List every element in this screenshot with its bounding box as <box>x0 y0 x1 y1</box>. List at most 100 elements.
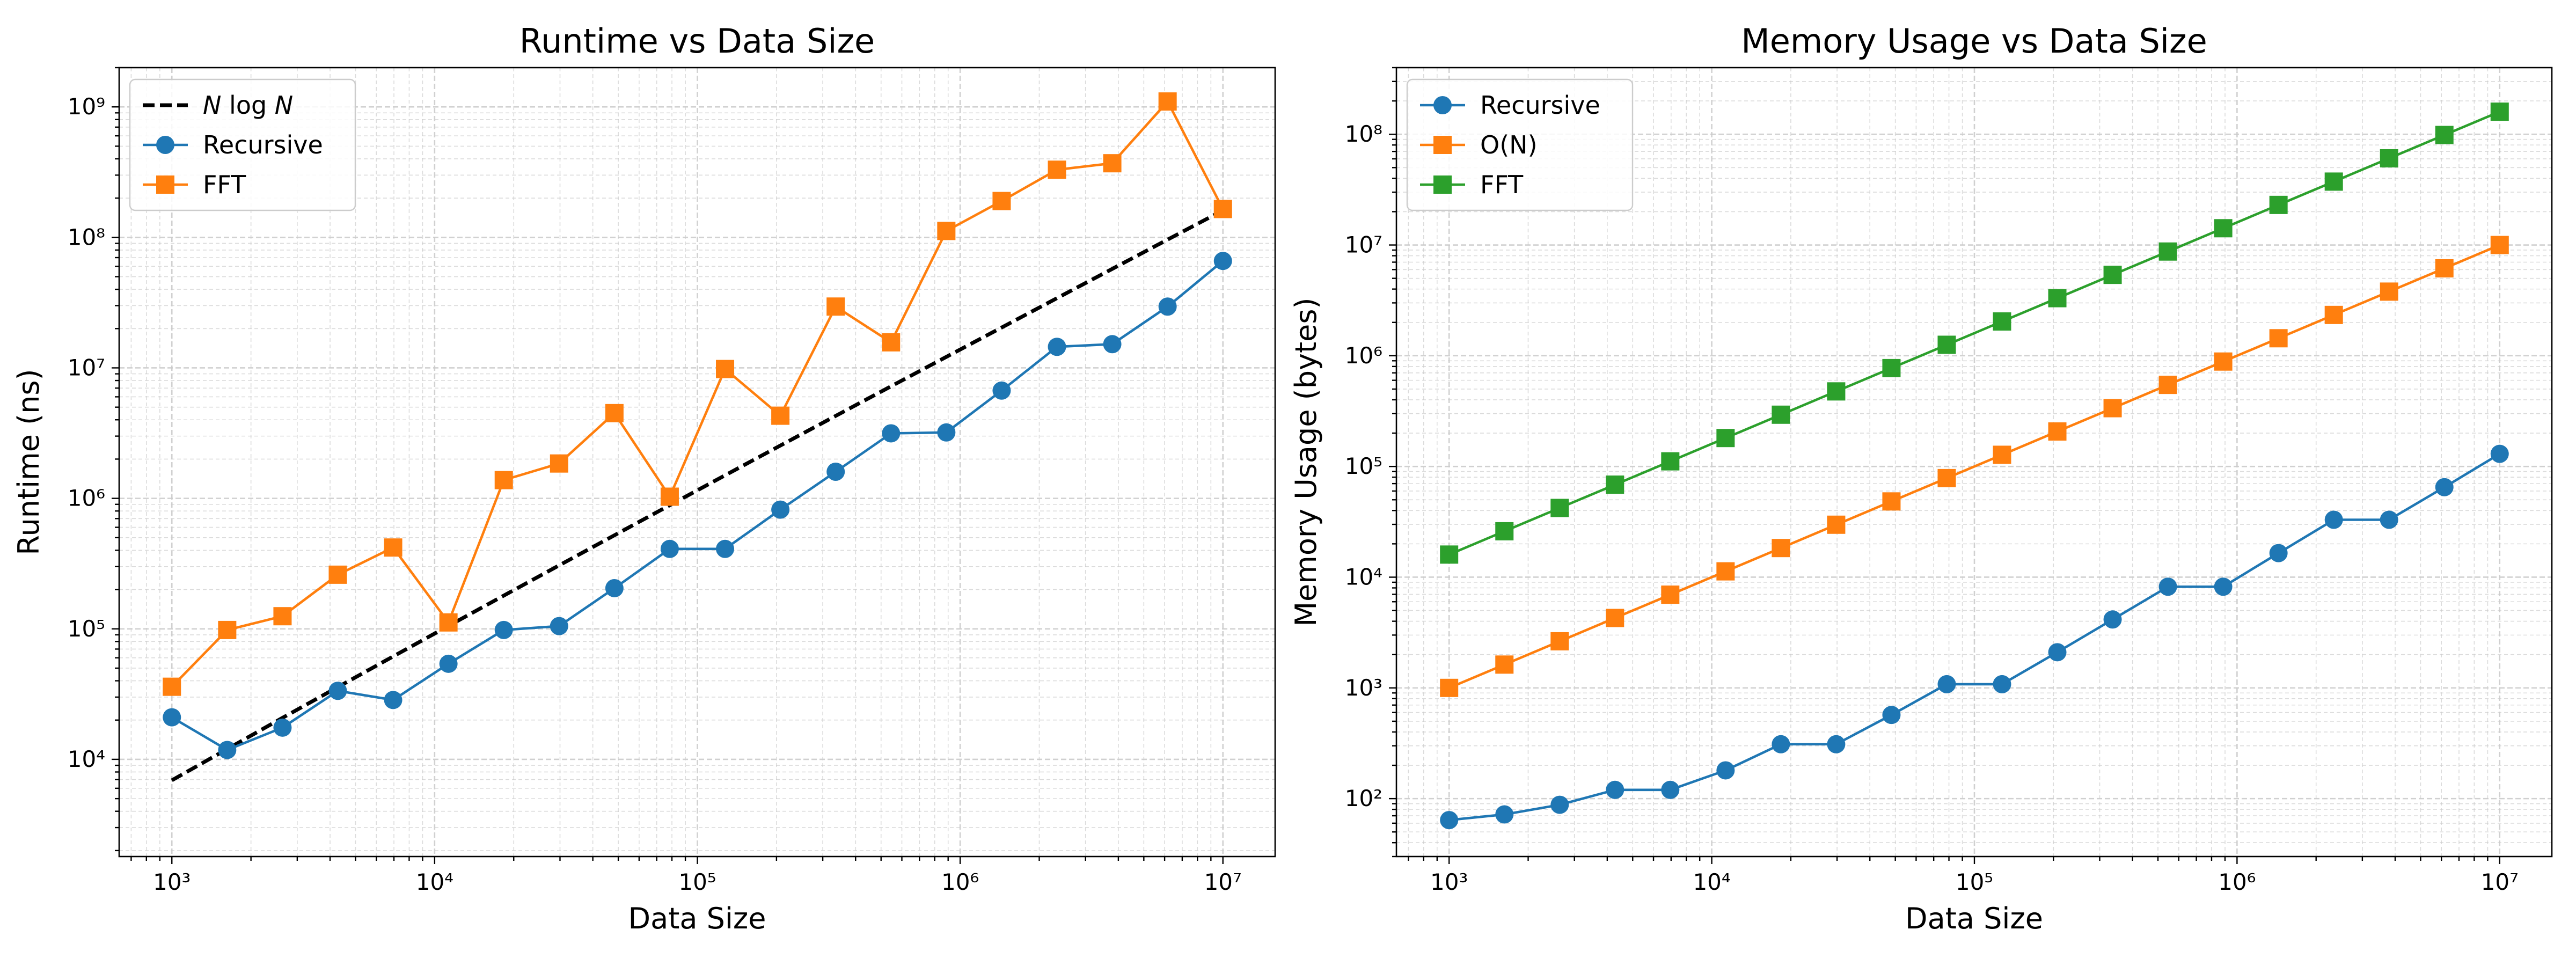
series-n-log-n <box>171 209 1224 782</box>
data-point: 6158482, 6158482 <box>2435 259 2454 277</box>
x-tick-label: 10⁵ <box>678 869 716 895</box>
data-point: 127427, 127427 <box>1993 445 2011 464</box>
data-point: 545559, 8728944 <box>2158 242 2177 261</box>
series-line <box>171 209 1224 782</box>
data-point: 1000, 21000 <box>163 708 181 727</box>
data-point: 127427, 1080 <box>1993 675 2011 693</box>
legend: N log N Recursive FFT <box>129 78 356 211</box>
data-point: 48329, 205000 <box>605 579 624 597</box>
legend-item: O(N) <box>1420 130 1538 159</box>
y-tick-label: 10⁷ <box>68 354 105 380</box>
series-line <box>1448 244 2500 689</box>
data-point: 2335721, 330000000 <box>1048 160 1066 179</box>
data-point: 885867, 112000000 <box>937 222 956 240</box>
legend-marker <box>1433 175 1452 194</box>
axes-frame <box>1395 67 2553 858</box>
data-point: 545559, 3150000 <box>882 424 901 443</box>
x-axis-label: Data Size <box>1905 902 2043 935</box>
data-point: 1624, 25984 <box>1495 522 1514 540</box>
data-point: 6158482, 65000 <box>2435 478 2454 496</box>
data-point: 10000000, 10000000 <box>2490 236 2509 254</box>
data-point: 78476, 1030000 <box>660 487 679 506</box>
data-point: 18330, 293280 <box>1772 405 1790 424</box>
legend-label: N log N <box>203 91 293 120</box>
data-point: 48329, 48329 <box>1882 492 1901 511</box>
data-point: 2637, 88 <box>1550 795 1569 814</box>
data-point: 6158482, 29500000 <box>1158 297 1177 316</box>
data-point: 48329, 773264 <box>1882 358 1901 377</box>
legend-label: Recursive <box>1480 91 1600 120</box>
y-tick-label: 10⁴ <box>68 746 105 772</box>
data-point: 6952, 420000 <box>384 538 402 557</box>
legend-label: Recursive <box>203 130 323 159</box>
data-point: 3792690, 60683040 <box>2380 149 2398 167</box>
data-point: 127427, 410000 <box>716 539 735 558</box>
data-point: 206914, 820000 <box>771 500 790 519</box>
data-point: 2335721, 14500000 <box>1048 338 1066 356</box>
x-tick-label: 10⁷ <box>2481 869 2519 895</box>
data-point: 2637, 2637 <box>1550 632 1569 650</box>
legend-item: FFT <box>1420 170 1524 199</box>
y-tick-label: 10⁵ <box>1345 453 1382 479</box>
data-point: 2637, 17500 <box>273 718 292 737</box>
data-point: 545559, 545559 <box>2158 376 2177 394</box>
legend-label: O(N) <box>1480 130 1538 159</box>
legend-marker <box>156 136 174 154</box>
data-point: 18330, 310 <box>1772 735 1790 753</box>
series-line <box>1448 110 2500 556</box>
data-point: 11288, 54000 <box>439 654 458 673</box>
y-tick-label: 10² <box>1345 785 1382 811</box>
data-point: 18330, 98000 <box>494 620 513 639</box>
data-point: 1438450, 6700000 <box>992 381 1011 400</box>
data-point: 3792690, 15200000 <box>1103 335 1122 354</box>
data-point: 48329, 4500000 <box>605 404 624 422</box>
data-point: 2637, 125000 <box>273 607 292 626</box>
series-line <box>171 260 1224 751</box>
data-point: 1000, 1000 <box>1440 678 1459 697</box>
y-axis-label: Runtime (ns) <box>12 369 46 555</box>
data-point: 4281, 33500 <box>328 682 347 700</box>
data-point: 2335721, 37371536 <box>2324 172 2343 191</box>
data-point: 29764, 105000 <box>550 617 568 635</box>
data-point: 335982, 29500000 <box>826 297 845 316</box>
data-point: 1624, 11800 <box>218 741 237 759</box>
x-tick-label: 10³ <box>153 869 191 895</box>
y-axis-label: Memory Usage (bytes) <box>1289 297 1323 626</box>
y-tick-label: 10⁵ <box>68 616 105 642</box>
data-point: 1624, 98000 <box>218 620 237 639</box>
data-point: 11288, 180 <box>1716 761 1735 780</box>
memory-chart: 10³ 10⁴ 10⁵ 10⁶ 10⁷ 10² 10³ 10⁴ 10⁵ 10⁶ 10⁷ 10⁸ 1000… <box>1289 21 2553 935</box>
data-point: 885867, 885867 <box>2214 352 2233 371</box>
data-point: 335982, 5375712 <box>2103 266 2122 284</box>
legend-box <box>129 78 356 211</box>
data-point: 78476, 410000 <box>660 539 679 558</box>
data-point: 3792690, 33000 <box>2380 510 2398 529</box>
data-point: 3792690, 3792690 <box>2380 282 2398 301</box>
data-point: 885867, 8200 <box>2214 577 2233 596</box>
data-point: 885867, 3200000 <box>937 423 956 442</box>
data-point: 78476, 1255616 <box>1937 335 1956 354</box>
data-point: 1438450, 1438450 <box>2269 329 2288 348</box>
legend-item: Recursive <box>1420 91 1600 120</box>
data-point: 1000, 64 <box>1440 811 1459 830</box>
data-point: 10000000, 66000000 <box>1213 252 1232 270</box>
data-point: 545559, 8200 <box>2158 577 2177 596</box>
series-line <box>1448 452 2500 822</box>
data-point: 10000000, 165000000 <box>1213 200 1232 218</box>
data-point: 18330, 1380000 <box>494 471 513 489</box>
chart-title: Runtime vs Data Size <box>519 21 875 61</box>
data-point: 78476, 78476 <box>1937 469 1956 487</box>
legend-marker <box>1433 136 1452 154</box>
runtime-chart: 10³ 10⁴ 10⁵ 10⁶ 10⁷ 10⁴ 10⁵ 10⁶ 10⁷ 10⁸ 10⁹ 1000, 2… <box>12 21 1276 935</box>
legend: Recursive O(N) FFT <box>1406 78 1634 211</box>
data-point: 29764, 310 <box>1827 735 1846 753</box>
data-point: 1438450, 23015200 <box>2269 195 2288 214</box>
data-point: 3792690, 370000000 <box>1103 154 1122 173</box>
y-tick-label: 10⁹ <box>68 93 105 120</box>
x-tick-label: 10⁴ <box>1693 869 1730 895</box>
legend-box <box>1406 78 1634 211</box>
data-point: 206914, 4300000 <box>771 406 790 425</box>
data-point: 206914, 206914 <box>2048 422 2067 441</box>
data-point: 885867, 14173872 <box>2214 219 2233 238</box>
